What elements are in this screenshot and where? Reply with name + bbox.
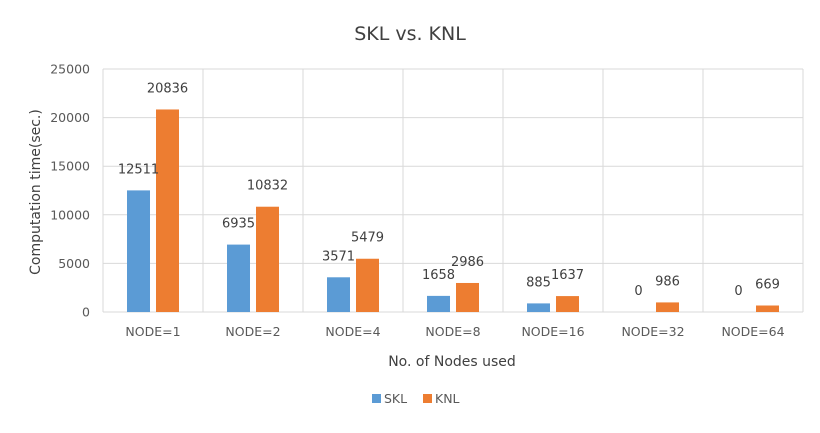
data-label: 0 (634, 284, 642, 299)
bar-skl (127, 190, 150, 312)
x-tick-label: NODE=2 (225, 324, 280, 339)
data-label: 20836 (147, 81, 188, 96)
bar-knl (656, 302, 679, 312)
data-label: 669 (755, 277, 780, 292)
y-tick-label: 5000 (58, 256, 90, 271)
data-label: 986 (655, 274, 680, 289)
data-label: 2986 (451, 255, 484, 270)
bar-skl (227, 244, 250, 312)
y-tick-label: 20000 (50, 110, 90, 125)
bar-skl (327, 277, 350, 312)
bar-skl (427, 295, 450, 312)
bar-knl (756, 305, 779, 312)
bar-knl (356, 258, 379, 312)
data-label: 6935 (222, 217, 255, 232)
bar-knl (256, 206, 279, 312)
data-label: 0 (734, 284, 742, 299)
x-axis-ticks: NODE=1 NODE=2 NODE=4 NODE=8 NODE=16 NODE=32 NO… (125, 324, 784, 339)
bar-knl (556, 296, 579, 312)
y-axis-label: Computation time(sec.) (28, 109, 44, 275)
chart-title: SKL vs. KNL (354, 23, 466, 45)
y-tick-label: 0 (82, 305, 90, 320)
legend: SKL KNL (372, 391, 460, 406)
y-axis-ticks: 0 5000 10000 15000 20000 25000 (50, 62, 90, 320)
x-axis-label: No. of Nodes used (388, 354, 516, 370)
data-label: 1637 (551, 268, 584, 283)
y-tick-label: 15000 (50, 159, 90, 174)
bar-knl (456, 282, 479, 312)
x-tick-label: NODE=4 (325, 324, 380, 339)
data-label: 3571 (322, 249, 355, 264)
x-tick-label: NODE=1 (125, 324, 180, 339)
gridlines (102, 68, 804, 313)
y-tick-label: 25000 (50, 62, 90, 77)
data-label: 10832 (247, 179, 288, 194)
data-label: 1658 (422, 268, 455, 283)
legend-swatch-knl (423, 394, 432, 403)
x-tick-label: NODE=16 (521, 324, 584, 339)
legend-label: SKL (384, 391, 407, 406)
bar-knl (156, 109, 179, 312)
legend-label: KNL (435, 391, 460, 406)
y-tick-label: 10000 (50, 207, 90, 222)
bars (127, 109, 779, 312)
data-label: 12511 (118, 162, 159, 177)
x-tick-label: NODE=8 (425, 324, 480, 339)
x-tick-label: NODE=64 (721, 324, 784, 339)
bar-skl (527, 303, 550, 312)
legend-swatch-skl (372, 394, 381, 403)
data-label: 5479 (351, 231, 384, 246)
data-label: 885 (526, 275, 551, 290)
x-tick-label: NODE=32 (621, 324, 684, 339)
